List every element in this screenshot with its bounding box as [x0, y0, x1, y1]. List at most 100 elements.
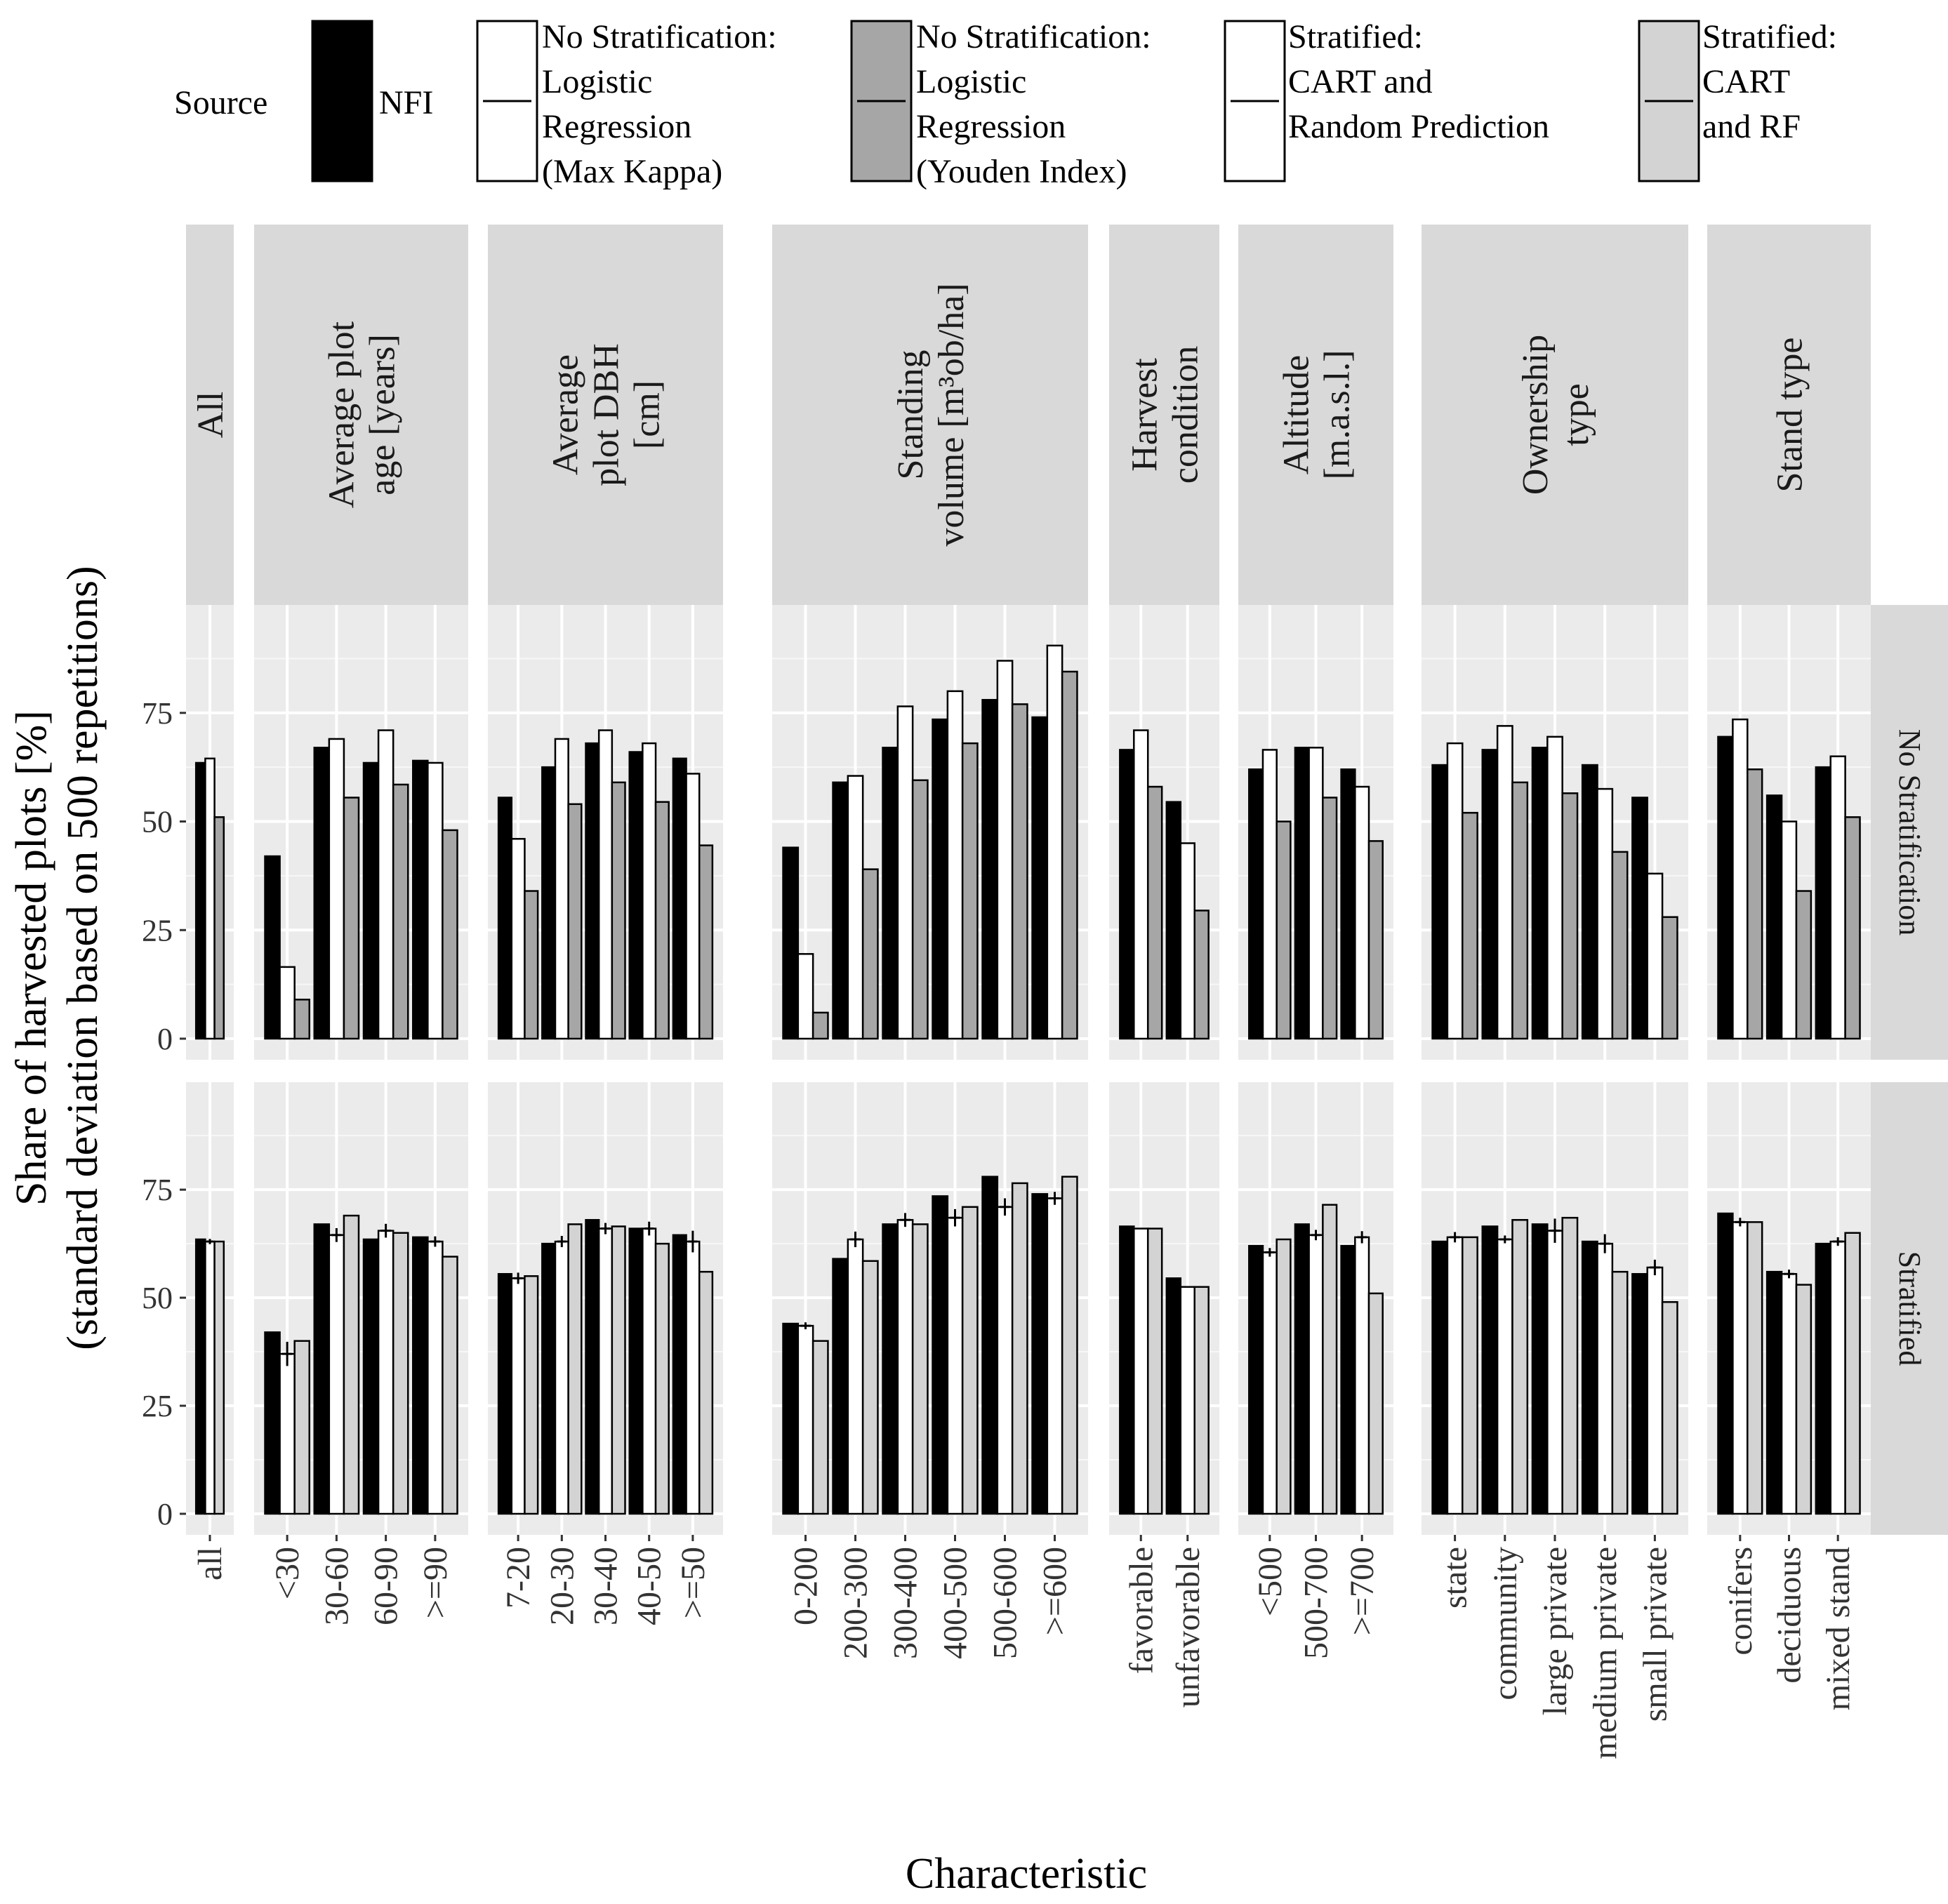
bar-all-nfi: [194, 1238, 206, 1515]
bar-all-stratified-cart-and-random-prediction: [204, 1240, 216, 1515]
x-tick-label-deciduous: deciduous: [1771, 1547, 1808, 1684]
bar-90-stratified-cart-and-rf: [442, 1256, 458, 1515]
bar-medium-private-stratified-cart-and-random-prediction: [1596, 1242, 1614, 1515]
strip-title-line: Harvest: [1125, 358, 1165, 472]
bar-60-90-no-stratification-logistic-regression-youden-index: [392, 783, 409, 1040]
bar-50-no-stratification-logistic-regression-max-kappa: [685, 773, 701, 1040]
panel-no-stratification-harvest-condition: [1109, 605, 1219, 1060]
x-tick-label-30-40: 30-40: [588, 1547, 625, 1625]
bar-700-nfi: [1340, 768, 1356, 1040]
x-tick-label-conifers: conifers: [1722, 1547, 1759, 1656]
strip-title-line: [cm]: [628, 380, 668, 449]
bar-7-20-nfi: [497, 797, 513, 1040]
bar-700-no-stratification-logistic-regression-youden-index: [1367, 840, 1384, 1040]
row-strip-stratified: [1871, 1082, 1948, 1535]
bar-large-private-stratified-cart-and-random-prediction: [1546, 1230, 1563, 1515]
bar-600-nfi: [1031, 716, 1049, 1040]
bar-deciduous-no-stratification-logistic-regression-max-kappa: [1780, 820, 1798, 1040]
strip-average-plot-age-years: [254, 225, 468, 605]
facet-strips: All Average plot age [years] Average plot DB…: [186, 225, 1948, 1535]
x-tick-label-small-private: small private: [1636, 1547, 1674, 1722]
bar-mixed-stand-no-stratification-logistic-regression-max-kappa: [1829, 755, 1846, 1040]
bar-30-nfi: [264, 1331, 281, 1515]
bar-500-no-stratification-logistic-regression-max-kappa: [1261, 749, 1278, 1040]
bar-community-stratified-cart-and-random-prediction: [1496, 1238, 1513, 1515]
bar-300-400-no-stratification-logistic-regression-max-kappa: [896, 705, 914, 1040]
bar-200-300-nfi: [832, 1258, 849, 1515]
bar-60-90-no-stratification-logistic-regression-max-kappa: [377, 729, 395, 1040]
bar-30-no-stratification-logistic-regression-max-kappa: [279, 966, 296, 1040]
bar-mixed-stand-stratified-cart-and-rf: [1844, 1232, 1861, 1515]
strip-title-line: condition: [1166, 346, 1206, 484]
bar-30-60-stratified-cart-and-random-prediction: [328, 1234, 345, 1515]
bar-state-nfi: [1431, 1240, 1449, 1515]
bar-40-50-no-stratification-logistic-regression-youden-index: [654, 801, 670, 1040]
bar-60-90-nfi: [362, 761, 380, 1040]
bar-small-private-no-stratification-logistic-regression-max-kappa: [1646, 872, 1664, 1040]
panel-no-stratification-ownership-type: [1422, 605, 1688, 1060]
panel-no-stratification-average-plot-age-years: [254, 605, 468, 1060]
bar-500-stratified-cart-and-rf: [1276, 1238, 1292, 1515]
x-tick-label-30-60: 30-60: [318, 1547, 355, 1625]
bar-7-20-stratified-cart-and-random-prediction: [510, 1277, 526, 1515]
bar-200-300-nfi: [832, 781, 849, 1040]
y-tick-label: 25: [142, 1389, 173, 1423]
bar-400-500-nfi: [932, 718, 949, 1040]
legend-label: CART: [1702, 63, 1790, 100]
bar-50-stratified-cart-and-random-prediction: [685, 1240, 701, 1515]
bar-400-500-no-stratification-logistic-regression-youden-index: [961, 742, 979, 1040]
legend-key-nfi: [311, 20, 373, 182]
bar-favorable-stratified-cart-and-rf: [1146, 1227, 1163, 1515]
x-tick-label-20-30: 20-30: [543, 1547, 581, 1625]
bar-700-nfi: [1340, 1244, 1356, 1515]
bar-0-200-nfi: [782, 846, 800, 1040]
bar-all-stratified-cart-and-rf: [213, 1240, 225, 1515]
bar-200-300-stratified-cart-and-random-prediction: [847, 1238, 864, 1515]
bar-90-nfi: [412, 1236, 429, 1515]
bar-large-private-stratified-cart-and-rf: [1561, 1216, 1579, 1515]
strip-title-line: Ownership: [1516, 335, 1556, 495]
strip-average-plot-dbh-cm: [488, 225, 723, 605]
bar-community-nfi: [1481, 749, 1499, 1040]
legend-label: and RF: [1702, 108, 1801, 145]
bar-50-no-stratification-logistic-regression-youden-index: [698, 844, 714, 1040]
strip-ownership-type: [1422, 225, 1688, 605]
x-tick-label-60-90: 60-90: [368, 1547, 405, 1625]
bar-large-private-nfi: [1531, 1223, 1549, 1515]
bar-700-stratified-cart-and-random-prediction: [1354, 1236, 1370, 1515]
x-tick-label-community: community: [1487, 1547, 1524, 1700]
bar-community-nfi: [1481, 1225, 1499, 1515]
bar-medium-private-nfi: [1581, 764, 1598, 1040]
bar-small-private-nfi: [1631, 1272, 1648, 1515]
bar-conifers-nfi: [1717, 1212, 1734, 1515]
bar-40-50-stratified-cart-and-rf: [654, 1242, 670, 1515]
strip-harvest-condition: [1109, 225, 1219, 605]
bar-300-400-stratified-cart-and-random-prediction: [896, 1219, 914, 1515]
strip-title-line: Stand type: [1770, 338, 1810, 493]
bar-unfavorable-no-stratification-logistic-regression-max-kappa: [1179, 842, 1195, 1040]
x-tick-label-600: >=600: [1037, 1547, 1074, 1635]
legend-label: Logistic: [542, 63, 652, 100]
x-tick-label-500-600: 500-600: [987, 1547, 1024, 1659]
bar-300-400-nfi: [882, 747, 899, 1040]
bar-conifers-no-stratification-logistic-regression-youden-index: [1747, 768, 1763, 1040]
bar-500-700-no-stratification-logistic-regression-youden-index: [1322, 797, 1338, 1040]
legend-label: Logistic: [916, 63, 1026, 100]
bar-30-60-nfi: [313, 1223, 331, 1515]
bar-mixed-stand-nfi: [1815, 1242, 1831, 1515]
bar-500-600-stratified-cart-and-rf: [1011, 1182, 1028, 1515]
plot-panels: [186, 605, 1871, 1535]
bar-small-private-nfi: [1631, 797, 1648, 1040]
legend-label: Regression: [916, 108, 1066, 145]
bar-90-nfi: [412, 759, 429, 1040]
bar-favorable-stratified-cart-and-random-prediction: [1133, 1227, 1149, 1515]
strip-title-line: Standing: [891, 350, 931, 480]
legend-label: Random Prediction: [1288, 108, 1549, 145]
bar-large-private-no-stratification-logistic-regression-max-kappa: [1546, 735, 1563, 1040]
y-tick-label: 0: [157, 1022, 173, 1056]
y-tick-label: 25: [142, 913, 173, 947]
bar-0-200-no-stratification-logistic-regression-max-kappa: [797, 953, 814, 1040]
x-tick-label-large-private: large private: [1537, 1547, 1574, 1715]
x-tick-label-90: >=90: [417, 1547, 454, 1618]
bar-0-200-stratified-cart-and-rf: [811, 1340, 829, 1515]
